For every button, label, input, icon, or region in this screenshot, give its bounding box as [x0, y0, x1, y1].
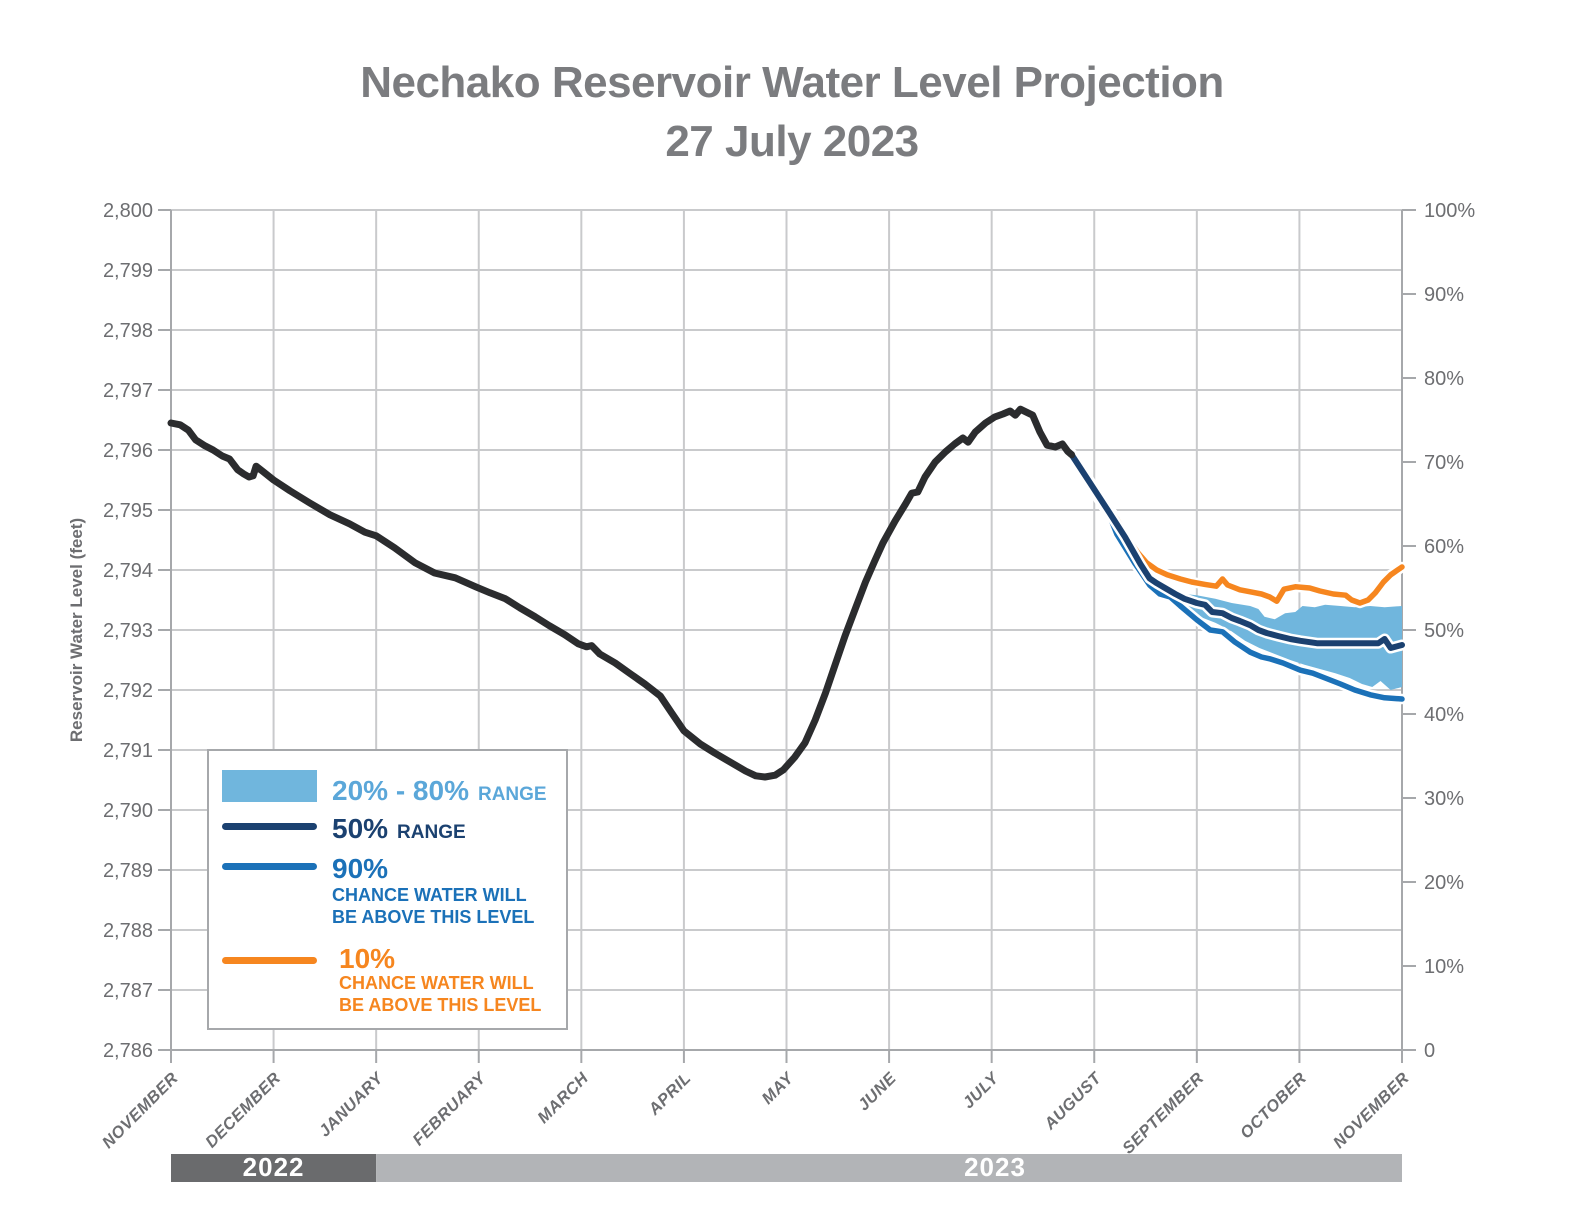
- y-tick-label: 2,799: [103, 260, 153, 282]
- right-tick-label: 20%: [1424, 872, 1464, 894]
- right-tick-label: 30%: [1424, 788, 1464, 810]
- month-label: NOVEMBER: [1330, 1069, 1413, 1152]
- y-tick-label: 2,794: [103, 560, 153, 582]
- month-label: OCTOBER: [1237, 1069, 1310, 1142]
- y-tick-label: 2,788: [103, 920, 153, 942]
- chart-title: Nechako Reservoir Water Level Projection: [360, 58, 1224, 107]
- legend-band-swatch: [222, 770, 317, 802]
- legend-10-desc: CHANCE WATER WILL BE ABOVE THIS LEVEL: [339, 973, 542, 1015]
- right-tick-label: 100%: [1424, 200, 1475, 222]
- month-label: APRIL: [645, 1069, 695, 1119]
- month-label: JANUARY: [316, 1068, 388, 1140]
- y-tick-label: 2,796: [103, 440, 153, 462]
- right-tick-label: 80%: [1424, 368, 1464, 390]
- year-label-2022: 2022: [243, 1152, 305, 1182]
- legend-90-desc: CHANCE WATER WILL BE ABOVE THIS LEVEL: [332, 885, 535, 927]
- y-tick-label: 2,797: [103, 380, 153, 402]
- month-label: DECEMBER: [202, 1069, 284, 1151]
- legend-10-swatch: [222, 957, 317, 964]
- legend-band-label: 20% - 80% RANGE: [332, 775, 547, 807]
- y-axis-title: Reservoir Water Level (feet): [67, 518, 86, 742]
- right-tick-label: 60%: [1424, 536, 1464, 558]
- legend-10-label: 10%: [339, 943, 395, 975]
- year-bar-2022: [171, 1154, 377, 1182]
- y-tick-label: 2,789: [103, 860, 153, 882]
- month-label: NOVEMBER: [99, 1069, 182, 1152]
- y-tick-label: 2,792: [103, 680, 153, 702]
- year-bar-2023: [376, 1154, 1403, 1182]
- right-tick-label: 40%: [1424, 704, 1464, 726]
- y-tick-label: 2,786: [103, 1040, 153, 1062]
- month-label: MAY: [758, 1068, 798, 1108]
- legend-box: 20% - 80% RANGE 50% RANGE 90% CHANCE WATER…: [207, 749, 568, 1030]
- legend-50-swatch: [222, 823, 317, 830]
- y-tick-label: 2,790: [103, 800, 153, 822]
- line-50-range: [1068, 451, 1405, 651]
- month-label: JUNE: [855, 1069, 901, 1115]
- right-tick-label: 90%: [1424, 284, 1464, 306]
- month-label: AUGUST: [1040, 1068, 1106, 1134]
- month-label: SEPTEMBER: [1119, 1069, 1208, 1158]
- historical-line: [167, 405, 1076, 781]
- right-tick-label: 50%: [1424, 620, 1464, 642]
- legend-90-label: 90%: [332, 853, 388, 885]
- year-label-2023: 2023: [964, 1152, 1026, 1182]
- legend-90-big: 90%: [332, 853, 389, 884]
- y-tick-label: 2,787: [103, 980, 153, 1002]
- chart-subtitle: 27 July 2023: [665, 116, 919, 166]
- right-tick-label: 10%: [1424, 956, 1464, 978]
- title-block: Nechako Reservoir Water Level Projection…: [0, 54, 1584, 172]
- legend-10-big: 10%: [339, 943, 396, 974]
- month-label: JULY: [959, 1068, 1003, 1112]
- right-tick-label: 70%: [1424, 452, 1464, 474]
- legend-50-big: 50%: [332, 813, 389, 844]
- y-tick-label: 2,791: [103, 740, 153, 762]
- right-tick-label: 0: [1424, 1040, 1435, 1062]
- legend-50-label: 50% RANGE: [332, 813, 466, 845]
- month-label: MARCH: [534, 1069, 592, 1127]
- y-tick-label: 2,793: [103, 620, 153, 642]
- y-tick-label: 2,795: [103, 500, 153, 522]
- legend-90-swatch: [222, 863, 317, 870]
- legend-band-small: RANGE: [477, 784, 547, 805]
- y-tick-label: 2,800: [103, 200, 153, 222]
- legend-band-big: 20% - 80%: [332, 775, 469, 806]
- month-label: FEBRUARY: [409, 1068, 490, 1149]
- y-tick-label: 2,798: [103, 320, 153, 342]
- legend-50-small: RANGE: [397, 822, 466, 843]
